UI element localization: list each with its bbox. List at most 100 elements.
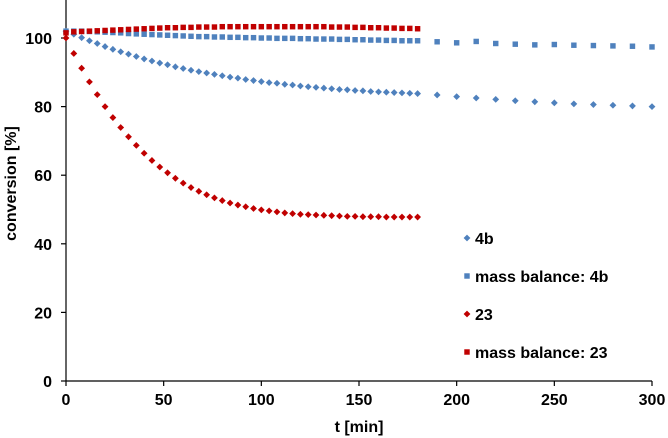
data-point: [648, 103, 656, 111]
legend-marker: [464, 349, 470, 355]
series-0: [62, 27, 656, 111]
data-point: [86, 78, 93, 86]
data-point: [171, 63, 179, 71]
legend-item: 4b: [463, 231, 494, 248]
data-point: [226, 73, 234, 81]
x-axis-ticks: 0 50 100 150 200 250 300: [62, 381, 666, 409]
data-point: [590, 101, 597, 108]
data-point: [407, 38, 413, 44]
data-point: [110, 27, 116, 33]
data-point: [242, 76, 250, 83]
data-point: [180, 33, 186, 39]
data-point: [390, 213, 398, 221]
data-point: [281, 80, 289, 88]
data-point: [297, 210, 304, 218]
data-point: [140, 149, 148, 157]
data-point: [109, 114, 117, 121]
data-point: [94, 28, 100, 34]
y-tick-label: 40: [34, 237, 52, 254]
data-point: [101, 43, 109, 50]
data-point: [266, 35, 272, 41]
data-point: [359, 87, 367, 95]
data-point: [188, 24, 194, 31]
y-axis-ticks: 0 20 40 60 80 100: [25, 31, 66, 391]
data-point: [148, 157, 156, 164]
data-point: [321, 36, 327, 42]
data-point: [473, 38, 479, 45]
x-tick-label: 150: [346, 392, 373, 409]
data-point: [336, 24, 343, 30]
data-point: [179, 179, 187, 187]
data-point: [352, 37, 358, 43]
data-point: [125, 30, 132, 37]
data-point: [250, 77, 257, 84]
data-point: [312, 211, 320, 219]
data-point: [305, 35, 311, 42]
data-point: [101, 103, 109, 111]
data-point: [78, 34, 86, 42]
data-point: [180, 24, 186, 31]
data-point: [235, 34, 241, 41]
data-point: [305, 23, 311, 30]
data-point: [258, 23, 265, 30]
data-point: [282, 35, 288, 42]
data-point: [266, 23, 272, 30]
data-point: [140, 55, 148, 63]
data-point: [453, 93, 461, 101]
data-point: [571, 42, 577, 48]
data-point: [414, 90, 421, 97]
data-point: [352, 24, 358, 31]
data-point: [368, 37, 374, 43]
data-point: [367, 213, 375, 221]
data-point: [492, 96, 500, 103]
data-point: [375, 213, 382, 221]
data-point: [375, 24, 382, 31]
data-point: [344, 36, 350, 43]
legend-marker: [463, 310, 471, 318]
data-point: [274, 23, 280, 30]
data-point: [157, 25, 163, 31]
legend-marker: [463, 234, 471, 242]
data-point: [265, 207, 273, 215]
data-point: [125, 50, 132, 58]
data-point: [125, 26, 132, 33]
data-point: [289, 210, 296, 218]
data-point: [203, 191, 211, 199]
data-point: [360, 37, 366, 43]
data-point: [211, 194, 218, 202]
data-point: [414, 38, 421, 44]
legend-item: 23: [463, 307, 493, 324]
series-2: [62, 34, 421, 221]
data-point: [434, 39, 440, 45]
data-point: [512, 41, 518, 47]
data-point: [649, 44, 655, 50]
data-point: [289, 81, 296, 89]
data-point: [610, 43, 616, 49]
data-point: [336, 86, 343, 93]
legend-item: mass balance: 4b: [464, 269, 609, 286]
data-point: [148, 57, 156, 65]
data-point: [629, 43, 636, 49]
data-point: [93, 91, 101, 99]
data-point: [172, 32, 179, 39]
data-point: [164, 61, 171, 69]
data-point: [375, 37, 382, 43]
y-tick-label: 80: [34, 100, 52, 117]
data-point: [102, 27, 108, 34]
data-point: [164, 24, 171, 31]
legend-marker: [464, 273, 470, 279]
data-point: [149, 25, 155, 32]
data-point: [133, 26, 140, 32]
data-point: [171, 174, 179, 182]
x-tick-label: 50: [155, 392, 173, 409]
data-point: [390, 89, 398, 96]
data-point: [117, 48, 125, 56]
data-point: [531, 98, 539, 106]
data-point: [273, 208, 281, 216]
x-tick-label: 300: [639, 392, 666, 409]
data-point: [234, 74, 242, 82]
data-point: [304, 83, 312, 91]
data-point: [141, 26, 147, 32]
data-point: [227, 23, 233, 30]
